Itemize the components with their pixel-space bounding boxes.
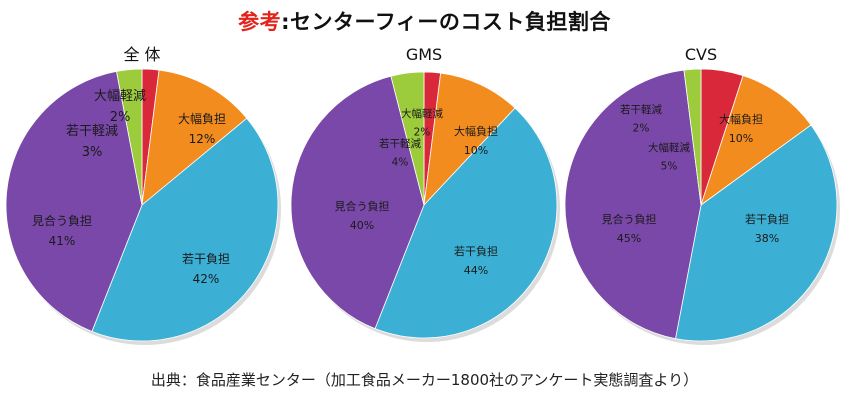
pie-1-slice-label-3: 見合う負担 40% (335, 199, 390, 232)
pie-2-label-1: 大幅負担 (719, 112, 763, 126)
pie-1-slice-label-0: 大幅軽減 2% (401, 107, 443, 139)
pie-1-title: GMS (406, 45, 442, 64)
page-title: 参考:センターフィーのコスト負担割合 (0, 6, 849, 36)
pie-2-slice-4 (683, 68, 702, 206)
pie-0-value-3: 41% (49, 234, 76, 248)
pie-2-slice-label-3: 見合う負担 45% (602, 212, 657, 245)
pie-2-slice-1 (700, 75, 812, 207)
pie-2-slice-label-1: 大幅負担 10% (719, 112, 763, 145)
title-separator: : (281, 10, 291, 34)
pie-1-slice-label-2: 若干負担 44% (454, 244, 498, 277)
pie-0-slice-label-1: 大幅負担 12% (178, 111, 226, 146)
pie-0-value-4: 3% (82, 145, 103, 160)
pie-0-label-2: 若干負担 (182, 252, 230, 266)
pie-1-value-3: 40% (350, 219, 374, 232)
pie-0-slice-label-3: 見合う負担 41% (32, 213, 92, 248)
pie-2-value-1: 10% (729, 132, 753, 145)
pie-0-value-1: 12% (189, 132, 216, 146)
pie-0-slice-1 (141, 69, 248, 206)
pie-1-slice-label-1: 大幅負担 10% (454, 124, 498, 157)
pie-1-slice-3 (290, 75, 425, 330)
pie-1-value-1: 10% (464, 144, 488, 157)
pie-0-value-0: 2% (110, 110, 131, 125)
pie-2-value-3: 45% (617, 232, 641, 245)
pie-1-slice-2 (374, 107, 558, 339)
title-lead: 参考 (238, 10, 282, 34)
pie-2-label-0: 大幅軽減 (648, 141, 690, 154)
pie-2-label-3: 見合う負担 (602, 212, 657, 226)
pie-0-slice-2 (91, 117, 279, 342)
pie-2-value-2: 38% (755, 232, 779, 245)
pie-0-title: 全 体 (123, 45, 160, 64)
pie-1-label-1: 大幅負担 (454, 124, 498, 138)
pie-0-slice-label-4: 若干軽減 3% (66, 123, 118, 160)
pie-2-slice-3 (564, 69, 702, 340)
pie-1-slice-label-4: 若干軽減 4% (379, 137, 421, 169)
pie-0-slice-label-2: 若干負担 42% (182, 252, 230, 286)
pie-2-value-4: 2% (633, 123, 650, 135)
pie-2-title: CVS (685, 45, 717, 64)
title-main: センターフィーのコスト負担割合 (290, 10, 611, 34)
pie-2-slice-2 (675, 124, 838, 342)
pie-1-label-4: 若干軽減 (379, 137, 421, 150)
pie-1-label-0: 大幅軽減 (401, 107, 443, 120)
pie-2-slice-label-2: 若干負担 38% (745, 212, 789, 245)
source-note: 出典：食品産業センター（加工食品メーカー1800社のアンケート実態調査より） (150, 371, 699, 389)
pie-2-value-0: 5% (661, 161, 678, 173)
pie-2-label-4: 若干軽減 (620, 103, 662, 116)
pie-1-label-3: 見合う負担 (335, 199, 390, 213)
pie-1-value-0: 2% (414, 127, 431, 139)
pie-1-value-2: 44% (464, 264, 488, 277)
pie-0-slice-label-0: 大幅軽減 2% (94, 88, 146, 125)
pie-0-label-0: 大幅軽減 (94, 88, 146, 104)
pie-2-slice-label-0: 大幅軽減 5% (648, 141, 690, 173)
pie-2-label-2: 若干負担 (745, 212, 789, 226)
pie-0-label-3: 見合う負担 (32, 213, 92, 228)
pie-2-slice-label-4: 若干軽減 2% (620, 103, 662, 135)
pie-1-value-4: 4% (392, 157, 409, 169)
pie-0-label-4: 若干軽減 (66, 123, 118, 139)
pie-1-label-2: 若干負担 (454, 244, 498, 258)
pie-1-slice-4 (390, 71, 425, 206)
pie-1-slice-1 (423, 72, 516, 207)
pie-0-slice-4 (116, 68, 143, 206)
pie-0-slice-3 (5, 70, 143, 332)
pie-0-label-1: 大幅負担 (178, 111, 226, 126)
pie-0-value-2: 42% (193, 272, 220, 286)
